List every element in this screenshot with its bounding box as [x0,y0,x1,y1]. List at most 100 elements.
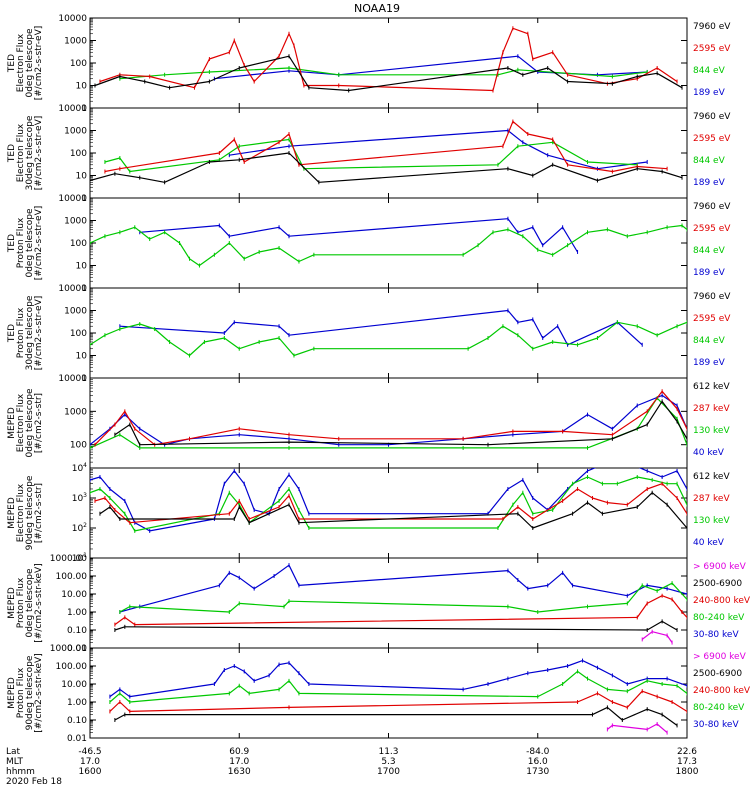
y-tick-label: 0.10 [67,716,87,726]
axis-row-label-lat: Lat [6,747,21,757]
x-tick-label-mlt: 17.0 [229,757,249,767]
legend-entry: 844 eV [693,336,726,346]
legend-entry: 2595 eV [693,314,731,324]
series-group [94,26,683,93]
x-tick-label-mlt: 16.0 [528,757,548,767]
y-tick-label: 1.00 [67,608,87,618]
y-tick-label: 100.00 [56,572,88,582]
legend-entry: 189 eV [693,178,726,188]
plot-title: NOAA19 [354,2,400,15]
x-tick-label-lat: 60.9 [229,747,249,757]
legend-entry: 40 keV [693,448,725,458]
y-tick-label: 100 [70,239,87,249]
y-tick-label: 10000 [58,104,87,114]
ylabel-line: Electron Flux [16,393,26,452]
panel-p2: 1 10 100 1000 10000 TED Electron Flux 30deg tel… [7,104,731,204]
x-tick-label-hhmm: 1730 [526,767,549,777]
y-tick-label: 1000.00 [50,554,87,564]
panel-p1: 1 10 100 1000 10000 TED Electron Flux 0deg tele… [7,14,731,114]
y-tick-label: 1 [81,284,87,294]
legend-entry: 612 keV [693,382,730,392]
y-tick-label: 10000 [58,284,87,294]
x-tick-label-lat: -84.0 [526,747,550,757]
series-group [109,658,687,735]
legend-entry: 844 eV [693,246,726,256]
y-tick-exponent: 2 [83,522,87,529]
series-2500-6900 [114,706,678,726]
y-tick-label: 10 [76,172,88,182]
y-tick-label: 1000 [64,217,87,227]
legend-entry: 287 keV [693,404,730,414]
series-240-800-kev [109,690,687,712]
ylabel-line: 30deg telescope [25,295,35,370]
series-844-ev [104,138,638,173]
legend-entry: 30-80 keV [693,630,739,640]
y-tick-label: 10.00 [61,590,87,600]
y-tick-label: 10000 [58,374,87,384]
panel-p5: 100 1000 10000 MEPED Electron Flux 0deg teles… [7,374,730,469]
ylabel-line: 0deg telescope [25,568,35,638]
y-tick-label: 100 [70,329,87,339]
y-tick-label: 1000.00 [50,644,87,654]
x-tick-label-lat: 11.3 [378,747,398,757]
ylabel-line: 90deg telescope [25,475,35,550]
legend-entry: 240-800 keV [693,686,750,696]
legend-entry: 7960 eV [693,292,731,302]
y-tick-label: 1000 [64,307,87,317]
series-612-kev [114,400,687,446]
legend-entry: 612 keV [693,472,730,482]
y-tick-label: 1 [81,104,87,114]
y-tick-exponent: 3 [83,492,87,499]
y-tick-label: 100.00 [56,662,88,672]
y-tick-label: 1000 [64,37,87,47]
ylabel-line: 0deg telescope [25,208,35,278]
y-tick-label: 100 [70,59,87,69]
legend-entry: 189 eV [693,268,726,278]
series-30-80-kev [109,660,687,698]
x-tick-label-mlt: 5.3 [381,757,395,767]
ylabel-line: MEPED [7,677,17,709]
x-tick-label-hhmm: 1700 [377,767,400,777]
ylabel-line: Electron Flux [16,483,26,542]
y-tick-label: 0.01 [67,734,87,744]
y-tick-label: 10000 [58,194,87,204]
ylabel-line: [#/cm2-s-str-eV] [34,26,44,101]
ylabel-line: TED [7,54,17,73]
legend-entry: 30-80 keV [693,720,739,730]
legend-entry: 2595 eV [693,224,731,234]
legend-entry: 2595 eV [693,134,731,144]
panel-p4: 1 10 100 1000 10000 TED Proton Flux 30deg teles… [7,284,731,384]
y-tick-label: 100 [70,441,87,451]
time-axis: Lat MLT hhmm 2020 Feb 18 -46.517.0160060… [6,747,699,787]
ylabel-line: [#/cm2-s-str] [34,393,44,453]
legend-entry: 844 eV [693,66,726,76]
ylabel-line: 30deg telescope [25,115,35,190]
series-group [114,563,687,645]
x-tick-label-mlt: 17.3 [677,757,697,767]
series-group [90,216,687,268]
x-tick-label-hhmm: 1800 [676,767,699,777]
panel-p7: 0.01 0.10 1.00 10.00 100.00 1000.00 MEPED Proto… [7,554,750,654]
legend-entry: 189 eV [693,358,726,368]
panel-p3: 1 10 100 1000 10000 TED Proton Flux 0deg telesc… [7,194,731,294]
y-tick-label: 1000 [64,127,87,137]
y-tick-label: 1.00 [67,698,87,708]
ylabel-line: [#/cm2-s-str-eV] [34,296,44,371]
ylabel-line: 0deg telescope [25,28,35,98]
y-tick-label: 1 [81,194,87,204]
axis-row-label-mlt: MLT [6,757,24,767]
legend-entry: 80-240 keV [693,613,745,623]
y-tick-label: 10.00 [61,680,87,690]
legend-entry: 80-240 keV [693,703,745,713]
series-80-240-kev [119,582,687,613]
legend-entry: > 6900 keV [693,652,747,662]
y-tick-label: 0.01 [67,644,87,654]
ylabel-line: Proton Flux [16,667,26,718]
ylabel-line: [#/cm2-s-str-eV] [34,206,44,281]
legend-entry: 844 eV [693,156,726,166]
y-tick-label: 10 [76,262,88,272]
y-tick-label: 0.10 [67,626,87,636]
